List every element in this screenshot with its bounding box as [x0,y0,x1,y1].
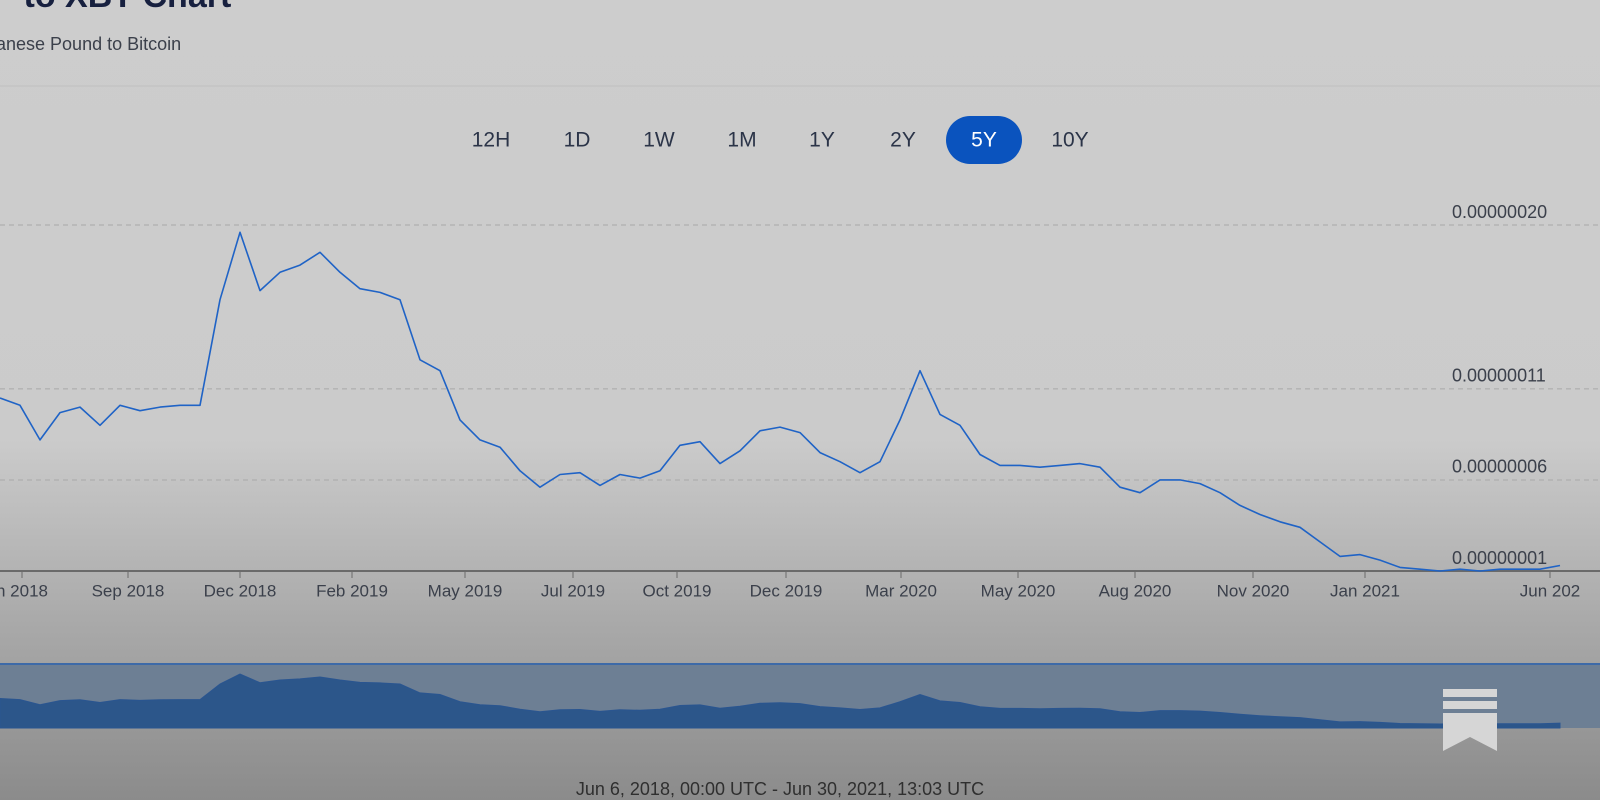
range-label: Jun 6, 2018, 00:00 UTC - Jun 30, 2021, 1… [576,779,984,799]
range-button-label[interactable]: 1M [727,129,756,152]
y-tick-label: 0.00000006 [1452,457,1547,477]
x-tick-label: Feb 2019 [316,581,388,600]
x-tick-label: May 2020 [981,581,1056,600]
range-button[interactable]: 12H [472,129,511,152]
range-button[interactable]: 10Y [1051,129,1088,152]
x-tick-label: Dec 2018 [204,581,277,600]
range-button-label[interactable]: 5Y [971,129,997,152]
range-button-label[interactable]: 12H [472,129,511,152]
range-button[interactable]: 1W [643,129,675,152]
navigator [0,673,1561,729]
chart: 0.00000020 0.00000011 0.00000006 0.00000001… [0,202,1600,600]
bookmark-icon [1443,689,1497,751]
x-tick-label: Jan 2021 [1330,581,1400,600]
x-tick-label: Dec 2019 [750,581,823,600]
range-button-label[interactable]: 1W [643,129,675,152]
x-tick-label: Aug 2020 [1099,581,1172,600]
range-button-label[interactable]: 1D [564,129,591,152]
x-tick-label: Jun 202 [1520,581,1581,600]
y-tick-label: 0.00000020 [1452,202,1547,222]
range-buttons: 12H 1D 1W 1M 1Y 2Y 5Y 10Y [472,116,1089,164]
range-button[interactable]: 1D [564,129,591,152]
range-button[interactable]: 1M [727,129,756,152]
x-tick-label: Mar 2020 [865,581,937,600]
title: P to XBT Chart [0,0,231,15]
range-button[interactable]: 1Y [809,129,835,152]
x-tick-label: Sep 2018 [92,581,165,600]
x-tick-label: May 2019 [428,581,503,600]
range-button[interactable]: 5Y [946,116,1022,164]
subtitle: anese Pound to Bitcoin [0,34,181,54]
range-button-label[interactable]: 10Y [1051,129,1088,152]
y-tick-label: 0.00000011 [1452,366,1546,386]
y-tick-label: 0.00000001 [1452,548,1547,568]
range-button[interactable]: 2Y [890,129,916,152]
x-tick-label: n 2018 [0,581,48,600]
navigator-area [0,673,1561,729]
x-tick-label: Nov 2020 [1217,581,1290,600]
range-button-label[interactable]: 2Y [890,129,916,152]
x-tick-label: Oct 2019 [643,581,712,600]
range-button-label[interactable]: 1Y [809,129,835,152]
x-tick-label: Jul 2019 [541,581,605,600]
range-button-bg[interactable] [946,116,1022,164]
price-line [0,231,1561,572]
